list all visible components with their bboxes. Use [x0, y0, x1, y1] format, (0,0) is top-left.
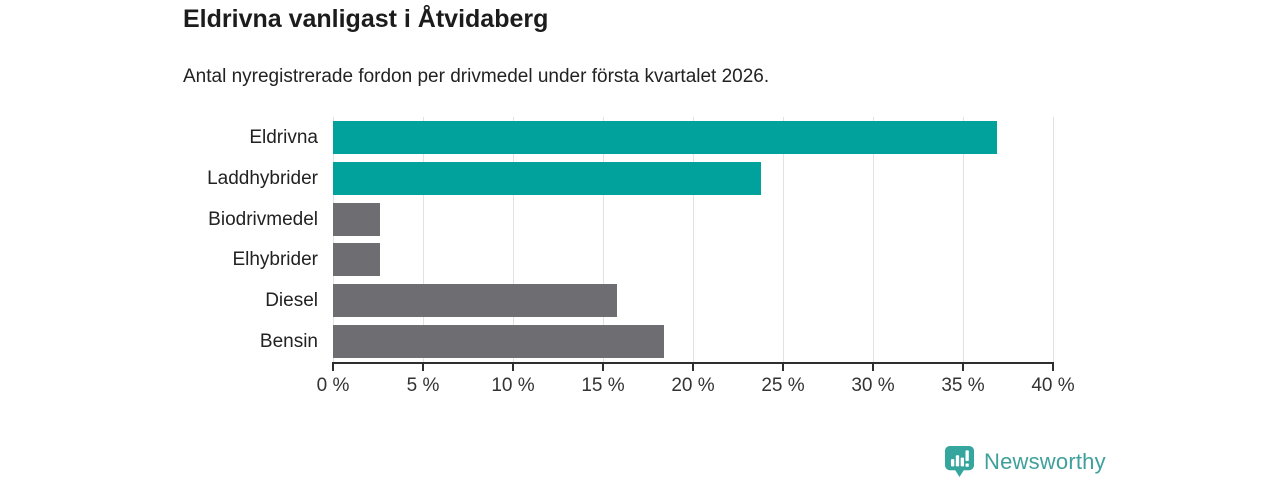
axis-tick: [332, 364, 334, 371]
category-label: Laddhybrider: [207, 167, 318, 189]
gridline: [602, 117, 604, 362]
chart-subtitle: Antal nyregistrerade fordon per drivmede…: [183, 66, 770, 87]
axis-tick-label: 10 %: [491, 375, 535, 396]
category-label: Bensin: [259, 331, 318, 353]
category-label: Diesel: [265, 290, 318, 312]
newsworthy-logo-text: Newsworthy: [984, 448, 1106, 474]
axis-tick-label: 30 %: [851, 375, 895, 396]
axis-tick-label: 40 %: [1031, 375, 1075, 396]
bar: [333, 243, 380, 277]
axis-tick: [782, 364, 784, 371]
axis-tick: [872, 364, 874, 371]
axis-tick: [512, 364, 514, 371]
gridline: [782, 117, 784, 362]
axis-tick-label: 25 %: [761, 375, 805, 396]
axis-tick-label: 0 %: [316, 375, 350, 396]
bar: [333, 284, 618, 318]
category-label: Biodrivmedel: [208, 208, 318, 230]
bar-chart-plot-area: Eldrivna Laddhybrider Biodrivmedel Elhybrid…: [207, 117, 1075, 396]
axis-tick: [602, 364, 604, 371]
newsworthy-logo: Newsworthy: [944, 445, 1106, 478]
x-axis-line: [332, 362, 1054, 364]
newsworthy-logo-icon: [944, 446, 975, 477]
gridline: [332, 117, 334, 362]
bar: [333, 325, 665, 359]
axis-tick: [422, 364, 424, 371]
category-label: Eldrivna: [249, 126, 318, 148]
chart-title: Eldrivna vanligast i Åtvidaberg: [183, 5, 549, 33]
axis-tick: [1052, 364, 1054, 371]
axis-tick-label: 20 %: [671, 375, 715, 396]
axis-tick-label: 35 %: [941, 375, 985, 396]
gridline: [962, 117, 964, 362]
axis-tick: [962, 364, 964, 371]
axis-tick: [692, 364, 694, 371]
category-label: Elhybrider: [232, 249, 318, 271]
bar: [333, 120, 998, 154]
gridline: [422, 117, 424, 362]
gridline: [692, 117, 694, 362]
gridline: [872, 117, 874, 362]
axis-tick-label: 15 %: [581, 375, 625, 396]
gridline: [1052, 117, 1054, 362]
axis-tick-label: 5 %: [406, 375, 440, 396]
gridline: [512, 117, 514, 362]
bar: [333, 202, 380, 236]
bar: [333, 161, 762, 195]
